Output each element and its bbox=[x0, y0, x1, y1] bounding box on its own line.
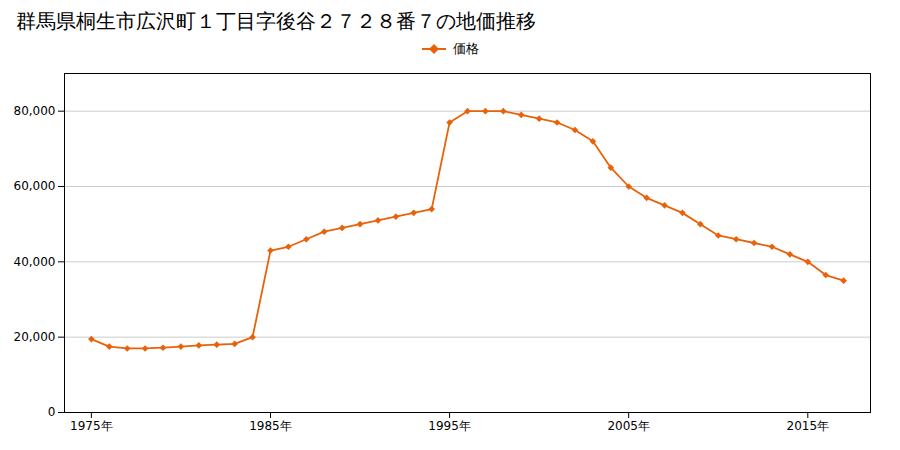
svg-text:0: 0 bbox=[48, 405, 56, 419]
svg-text:80,000: 80,000 bbox=[14, 104, 56, 118]
svg-text:2015年: 2015年 bbox=[787, 419, 830, 433]
svg-text:1975年: 1975年 bbox=[70, 419, 113, 433]
svg-text:1985年: 1985年 bbox=[249, 419, 292, 433]
html-text:群馬県桐生市広沢町１丁目字後谷２７２８番７の地価推移: 群馬県桐生市広沢町１丁目字後谷２７２８番７の地価推移 bbox=[16, 9, 536, 33]
svg-text:20,000: 20,000 bbox=[14, 330, 56, 344]
svg-text:40,000: 40,000 bbox=[14, 255, 56, 269]
svg-text:60,000: 60,000 bbox=[14, 179, 56, 193]
svg-text:1995年: 1995年 bbox=[428, 419, 471, 433]
svg-text:2005年: 2005年 bbox=[607, 419, 650, 433]
html-text:価格: 価格 bbox=[453, 41, 479, 56]
